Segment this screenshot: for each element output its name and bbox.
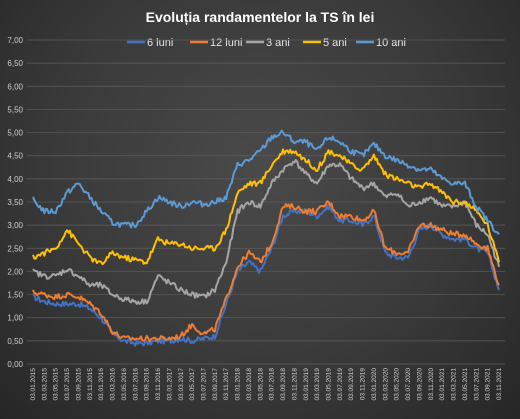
y-axis-ticks: 0,00 0,50 1,00 1,50 2,00 2,50 3,00 3,50 4,00 4,50…: [7, 36, 23, 369]
x-tick-label: 03.05.2016: [121, 368, 128, 401]
chart-title: Evoluția randamentelor la TS în lei: [146, 9, 375, 25]
x-tick-label: 03.11.2020: [428, 368, 435, 400]
legend: 6 luni 12 luni 3 ani 5 ani 10 ani: [127, 37, 406, 49]
y-tick-label: 1,50: [7, 291, 23, 300]
x-tick-label: 03.01.2015: [30, 368, 37, 401]
x-tick-label: 03.11.2018: [291, 368, 298, 400]
y-tick-label: 0,00: [7, 360, 23, 369]
x-tick-label: 03.07.2021: [473, 368, 480, 401]
x-tick-label: 03.03.2018: [246, 368, 253, 401]
x-tick-label: 03.01.2018: [235, 368, 242, 401]
y-tick-label: 2,00: [7, 267, 23, 276]
x-tick-label: 03.01.2021: [439, 368, 446, 401]
x-tick-label: 03.01.2016: [98, 368, 105, 401]
x-axis-ticks: 03.01.2015 03.03.2015 03.05.2015 03.07.2015…: [30, 368, 503, 401]
legend-label: 10 ani: [376, 37, 406, 49]
gridlines: [27, 39, 505, 365]
x-tick-label: 03.03.2015: [41, 368, 48, 401]
y-tick-label: 7,00: [7, 36, 23, 45]
y-tick-label: 3,50: [7, 198, 23, 207]
x-tick-label: 03.01.2019: [303, 368, 310, 401]
x-tick-label: 03.07.2016: [132, 368, 139, 401]
x-tick-label: 03.03.2017: [178, 368, 185, 401]
x-tick-label: 03.11.2016: [155, 368, 162, 400]
x-tick-label: 03.05.2019: [326, 368, 333, 401]
x-tick-label: 03.09.2018: [280, 368, 287, 401]
x-tick-label: 03.05.2017: [189, 368, 196, 401]
y-tick-label: 6,00: [7, 82, 23, 91]
series-line-10-ani: [32, 129, 500, 235]
series-line-12-luni: [32, 200, 500, 343]
x-tick-label: 03.09.2020: [416, 368, 423, 401]
y-tick-label: 3,00: [7, 221, 23, 230]
x-tick-label: 03.11.2017: [223, 368, 230, 400]
x-tick-label: 03.07.2018: [269, 368, 276, 401]
series-line-3-ani: [32, 159, 500, 305]
y-tick-label: 5,00: [7, 129, 23, 138]
y-tick-label: 2,50: [7, 244, 23, 253]
legend-label: 6 luni: [147, 37, 173, 49]
x-tick-label: 03.11.2021: [496, 368, 503, 400]
y-tick-label: 1,00: [7, 314, 23, 323]
y-tick-label: 4,00: [7, 175, 23, 184]
y-tick-label: 6,50: [7, 59, 23, 68]
x-tick-label: 03.11.2015: [87, 368, 94, 400]
x-tick-label: 03.11.2019: [360, 368, 367, 400]
x-tick-label: 03.03.2019: [314, 368, 321, 401]
legend-label: 12 luni: [210, 37, 242, 49]
series-line-5-ani: [32, 148, 500, 266]
x-tick-label: 03.05.2015: [53, 368, 60, 401]
x-tick-label: 03.07.2019: [337, 368, 344, 401]
y-tick-label: 0,50: [7, 337, 23, 346]
x-tick-label: 03.05.2021: [462, 368, 469, 401]
y-tick-label: 4,50: [7, 152, 23, 161]
x-tick-label: 03.09.2021: [485, 368, 492, 401]
x-tick-label: 03.05.2020: [394, 368, 401, 401]
legend-label: 5 ani: [323, 37, 347, 49]
x-tick-label: 03.09.2016: [144, 368, 151, 401]
legend-label: 3 ani: [266, 37, 290, 49]
x-tick-label: 03.01.2020: [371, 368, 378, 401]
x-tick-label: 03.09.2017: [212, 368, 219, 401]
series-lines: [32, 129, 500, 347]
x-tick-label: 03.07.2017: [200, 368, 207, 401]
x-tick-label: 03.03.2020: [382, 368, 389, 401]
x-tick-label: 03.05.2018: [257, 368, 264, 401]
x-tick-label: 03.03.2016: [110, 368, 117, 401]
x-tick-label: 03.01.2017: [166, 368, 173, 401]
x-tick-label: 03.07.2015: [64, 368, 71, 401]
x-tick-label: 03.09.2019: [348, 368, 355, 401]
x-tick-label: 03.07.2020: [405, 368, 412, 401]
x-tick-label: 03.09.2015: [75, 368, 82, 401]
y-tick-label: 5,50: [7, 105, 23, 114]
x-tick-label: 03.03.2021: [451, 368, 458, 401]
